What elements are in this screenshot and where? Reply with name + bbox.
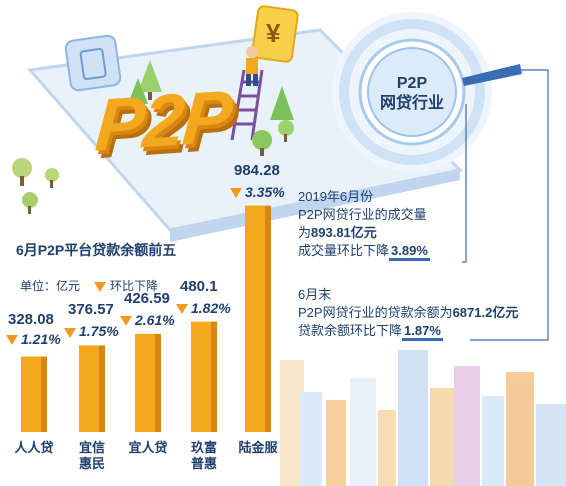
unit-label: 单位：亿元 (20, 279, 81, 293)
stat1-decline-value: 3.89% (389, 243, 430, 261)
coin-icon (251, 5, 299, 63)
bar-4 (191, 321, 211, 432)
stat2-line3: 贷款余额环比下降 1.87% (298, 322, 518, 341)
bar-change-label-3: 2.61% (120, 312, 175, 328)
category-label-5: 陆金服 (238, 440, 278, 455)
stat1-line3: 为893.81亿元 (298, 224, 430, 242)
circle-pointer (462, 64, 522, 86)
category-label-1: 人人贷 (14, 440, 54, 455)
tree-icon (12, 60, 294, 214)
stat2-line2-prefix: P2P网贷行业的贷款余额为 (298, 305, 453, 320)
bar-change-label-5: 3.35% (230, 184, 285, 200)
category-label-4: 玖富 普惠 (190, 440, 217, 471)
bar-change-label-4: 1.82% (176, 300, 231, 316)
down-arrow-icon (6, 334, 18, 345)
stat1-line4: 成交量环比下降 3.89% (298, 242, 430, 261)
bar-3 (135, 333, 155, 432)
unit-legend: 单位：亿元 环比下降 (20, 277, 158, 294)
bar-change-label-2: 1.75% (64, 323, 119, 339)
bar-value-label-3: 426.59 (124, 289, 170, 307)
stat2-decline-value: 1.87% (402, 323, 443, 341)
bar-value-label-2: 376.57 (68, 301, 114, 319)
stat-block-balance: 6月末 P2P网贷行业的贷款余额为6871.2亿元 贷款余额环比下降 1.87% (298, 286, 518, 341)
stat1-volume-value: 893.81亿元 (311, 225, 377, 240)
bar-1 (21, 356, 41, 432)
bar-value-label-1: 328.08 (8, 310, 54, 328)
bar-change-label-1: 1.21% (6, 331, 61, 347)
connector-lines (462, 69, 549, 341)
category-label-3: 宜人贷 (128, 440, 168, 455)
down-arrow-icon (230, 187, 242, 198)
circle-title-line2: 网贷行业 (379, 95, 444, 112)
bar-side-4 (211, 321, 217, 432)
bar-5 (245, 205, 265, 432)
p2p-logo: P2P (92, 74, 234, 167)
down-arrow-icon (176, 303, 188, 314)
bar-value-label-4: 480.1 (180, 277, 218, 295)
stat1-line1: 2019年6月份 (298, 189, 374, 204)
city-skyline (280, 350, 566, 486)
bar-side-1 (41, 356, 47, 432)
stat2-line2: P2P网贷行业的贷款余额为6871.2亿元 (298, 304, 518, 322)
category-label-2: 宜信 惠民 (78, 440, 105, 471)
down-arrow-icon (120, 316, 132, 327)
stat1-line3-prefix: 为 (298, 225, 312, 240)
stat2-balance-value: 6871.2亿元 (452, 305, 519, 320)
down-arrow-icon (64, 327, 76, 338)
bar-value-label-5: 984.28 (234, 161, 280, 179)
circle-title-line1: P2P (396, 75, 428, 92)
change-legend-label: 环比下降 (110, 279, 159, 293)
bar-side-2 (99, 345, 105, 432)
stat1-line4-prefix: 成交量环比下降 (298, 243, 390, 258)
circle-title: P2P 网贷行业 (362, 74, 462, 114)
bar-chart (21, 205, 271, 432)
person-icon (246, 46, 258, 86)
chart-title: 6月P2P平台贷款余额前五 (16, 242, 177, 258)
bar-side-3 (155, 333, 161, 432)
phone-app-icon (64, 34, 122, 92)
phone-edge (170, 170, 460, 242)
phone-glyph-icon (79, 47, 107, 80)
stat2-line1: 6月末 (298, 287, 332, 302)
coin-symbol: ¥ (266, 18, 281, 48)
target-circle (332, 12, 522, 172)
stat-block-volume: 2019年6月份 P2P网贷行业的成交量 为893.81亿元 成交量环比下降 3.… (298, 188, 430, 261)
down-arrow-icon (94, 281, 107, 292)
bar-side-5 (265, 205, 271, 432)
bar-2 (79, 345, 99, 432)
stat2-line3-prefix: 贷款余额环比下降 (298, 323, 403, 338)
stat1-line2: P2P网贷行业的成交量 (298, 207, 427, 222)
